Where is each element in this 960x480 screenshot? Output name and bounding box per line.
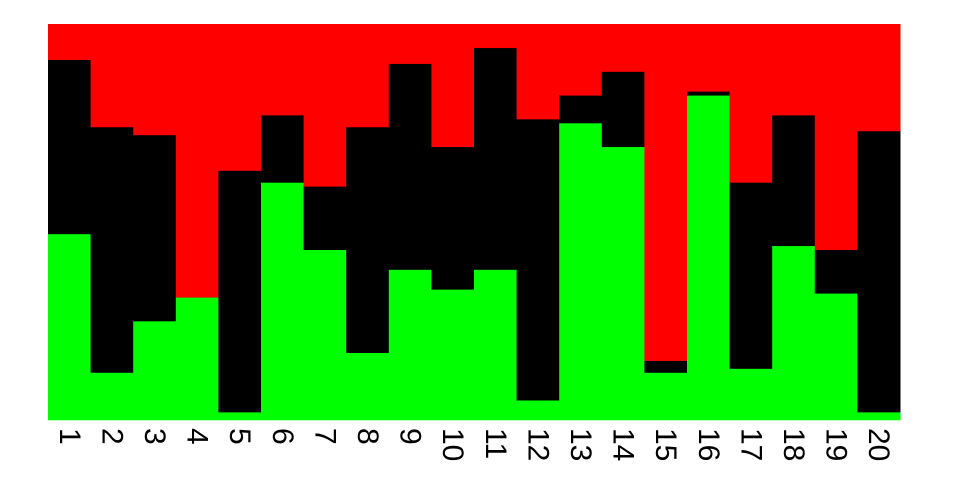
bar-segment-1-1 [48,59,92,235]
x-tick-label-18: 18 [777,428,810,461]
bar-segment-19-1 [814,249,858,294]
bar-segment-17-0 [729,368,773,421]
bar-segment-10-1 [431,146,475,290]
x-tick-label-19: 19 [820,428,853,461]
bar-segment-8-0 [346,352,390,421]
x-tick-label-8: 8 [351,428,384,445]
x-tick-label-4: 4 [181,428,214,445]
bar-segment-1-2 [48,24,92,60]
bar-segment-7-0 [303,249,347,421]
bar-segment-2-1 [90,126,134,373]
bar-segment-4-0 [175,297,219,421]
bar-segment-15-2 [644,24,688,361]
bar-segment-2-2 [90,24,134,128]
bar-segment-20-1 [857,130,901,413]
x-tick-labels: 1 2 3 4 5 6 7 8 9 10 11 12 13 14 15 16 17 18 19 20 [53,428,895,461]
bar-segment-1-0 [48,233,92,421]
x-tick-label-7: 7 [308,428,341,445]
bar-segment-15-0 [644,372,688,421]
x-tick-label-17: 17 [734,428,767,461]
x-tick-label-3: 3 [138,428,171,445]
bar-segment-12-1 [516,119,560,401]
x-tick-label-9: 9 [394,428,427,445]
x-tick-label-15: 15 [649,428,682,461]
bar-segment-18-1 [772,115,816,247]
bar-segment-5-1 [218,170,262,413]
bar-segment-20-2 [857,24,901,132]
bar-segment-11-0 [474,269,518,421]
x-tick-label-12: 12 [521,428,554,461]
bar-segment-4-2 [175,24,219,298]
bar-segment-17-1 [729,182,773,369]
bar-segment-16-1 [687,91,731,96]
bar-segment-16-0 [687,95,731,421]
bar-segment-5-2 [218,24,262,171]
x-tick-label-5: 5 [223,428,256,445]
bar-segment-8-2 [346,24,390,128]
bar-segment-18-2 [772,24,816,116]
bar-segment-11-2 [474,24,518,49]
x-tick-label-11: 11 [479,428,512,459]
bar-segment-3-0 [133,321,177,421]
bar-segment-18-0 [772,245,816,421]
bar-segment-11-1 [474,47,518,270]
x-tick-label-1: 1 [53,428,86,445]
x-tick-label-6: 6 [266,428,299,445]
bar-segment-16-2 [687,24,731,92]
x-tick-label-14: 14 [607,428,640,461]
bar-segment-10-0 [431,289,475,421]
bars-group [48,24,901,421]
bar-segment-10-2 [431,24,475,148]
bar-segment-6-1 [261,115,305,183]
x-tick-label-10: 10 [436,428,469,461]
bar-segment-2-0 [90,372,134,421]
bar-segment-9-1 [388,63,432,270]
x-tick-label-20: 20 [862,428,895,461]
bar-segment-6-2 [261,24,305,116]
bar-segment-7-2 [303,24,347,187]
bar-segment-20-0 [857,412,901,421]
bar-segment-7-1 [303,186,347,251]
bar-segment-9-2 [388,24,432,64]
x-tick-label-13: 13 [564,428,597,461]
bar-segment-17-2 [729,24,773,183]
bar-segment-12-2 [516,24,560,120]
bar-segment-3-1 [133,134,177,322]
bar-segment-9-0 [388,269,432,421]
x-tick-label-2: 2 [95,428,128,445]
bar-segment-14-2 [601,24,645,72]
bar-segment-14-0 [601,146,645,421]
x-tick-label-16: 16 [692,428,725,461]
bar-segment-13-2 [559,24,603,96]
bar-segment-15-1 [644,360,688,373]
bar-segment-8-1 [346,126,390,353]
bar-segment-3-2 [133,24,177,136]
bar-segment-5-0 [218,412,262,421]
bar-segment-19-0 [814,293,858,421]
bar-segment-13-0 [559,123,603,421]
bar-segment-19-2 [814,24,858,251]
bar-segment-14-1 [601,71,645,148]
bar-segment-12-0 [516,400,560,421]
bar-segment-13-1 [559,95,603,124]
bar-segment-6-0 [261,182,305,421]
